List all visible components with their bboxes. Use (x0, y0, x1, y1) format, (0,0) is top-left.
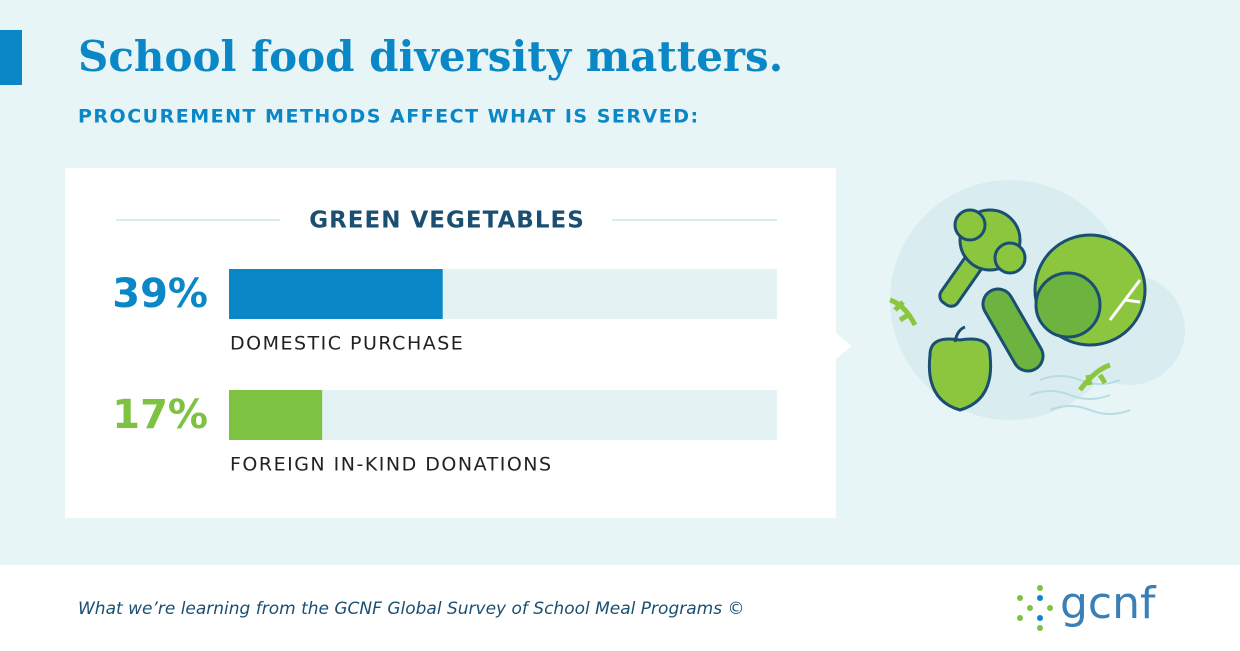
title: School food diversity matters. (78, 32, 783, 81)
chart-title: GREEN VEGETABLES (309, 208, 585, 234)
bar (229, 269, 443, 319)
footer-band (0, 565, 1240, 651)
category-label: DOMESTIC PURCHASE (230, 333, 464, 355)
card-pointer (836, 333, 852, 359)
vegetables-illustration (889, 180, 1185, 420)
bars: 39% DOMESTIC PURCHASE 17% FOREIGN IN-KIND D… (112, 269, 777, 476)
value-label: 39% (112, 271, 208, 317)
accent-bar (0, 30, 22, 85)
logo: gcnf (1060, 578, 1157, 629)
footer-text: What we’re learning from the GCNF Global… (78, 599, 744, 619)
logo-dots (1017, 585, 1053, 631)
subtitle: PROCUREMENT METHODS AFFECT WHAT IS SERVE… (78, 106, 700, 128)
category-label: FOREIGN IN-KIND DONATIONS (230, 454, 553, 476)
value-label: 17% (112, 392, 208, 438)
bar (229, 390, 323, 440)
card (65, 168, 836, 518)
